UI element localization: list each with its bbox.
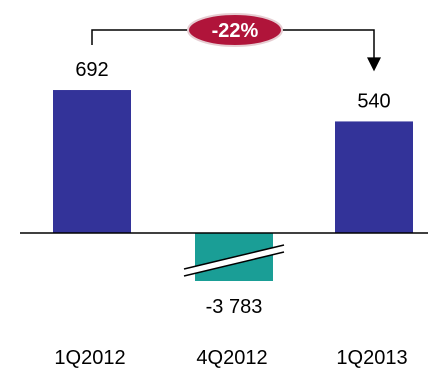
change-badge — [187, 13, 283, 47]
value-label-1q2012: 692 — [75, 59, 108, 81]
bar-1q2013 — [335, 121, 413, 233]
axis-break-mark — [183, 244, 285, 277]
change-badge-label: -22% — [212, 20, 259, 42]
value-label-1q2013: 540 — [357, 90, 390, 112]
category-label-1q2012: 1Q2012 — [54, 347, 125, 369]
value-label-4q2012: -3 783 — [206, 296, 263, 318]
arrowhead-icon — [367, 57, 381, 72]
bar-1q2012 — [53, 90, 131, 233]
category-label-4q2012: 4Q2012 — [196, 347, 267, 369]
category-label-1q2013: 1Q2013 — [336, 347, 407, 369]
